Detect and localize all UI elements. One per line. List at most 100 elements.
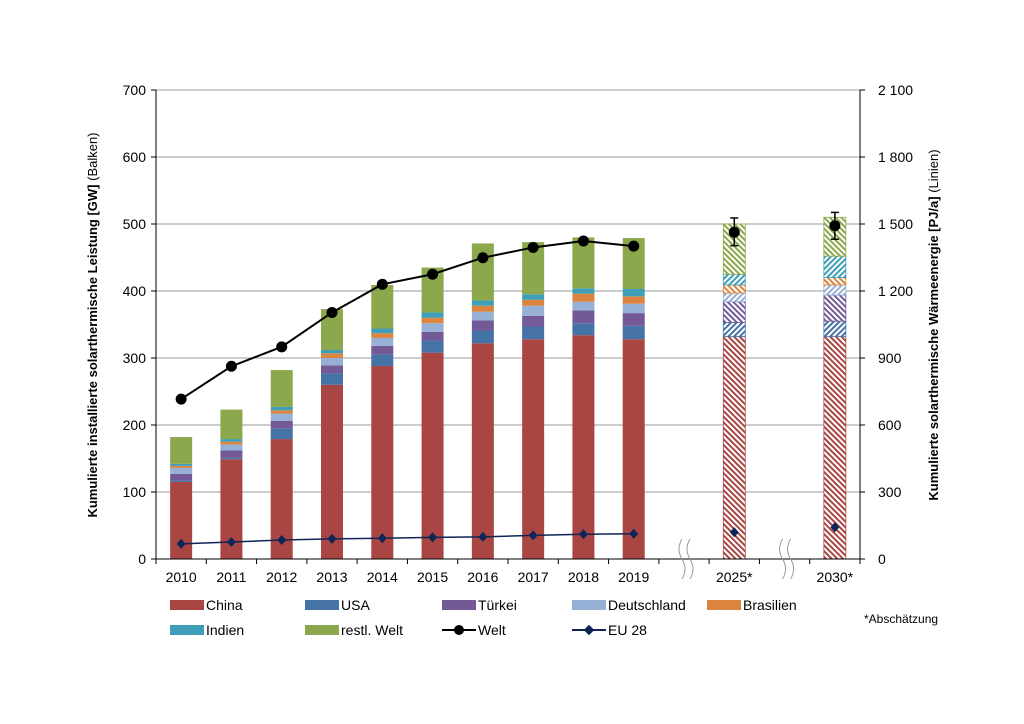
y-left-tick-label: 600 (123, 149, 147, 165)
bar-segment-brasilien (270, 410, 293, 414)
bar-segment-china (321, 384, 343, 559)
legend-usa: USA (305, 597, 370, 613)
axis-break-mark (787, 538, 795, 580)
bar-segment-deutschland (522, 305, 545, 316)
bar-segment-restl-welt (371, 284, 394, 329)
bar-segment-brasilien (823, 277, 847, 286)
bar-segment-usa (421, 340, 444, 353)
data-point-welt (175, 393, 187, 405)
legend-swatch (170, 625, 204, 635)
data-point-welt (225, 360, 237, 372)
x-tick-label: 2015 (417, 569, 448, 585)
bar-segment-indien (270, 406, 293, 411)
y-right-tick-label: 2 100 (878, 82, 913, 98)
legend-label: Welt (478, 622, 506, 638)
y-left-tick-label: 100 (123, 484, 147, 500)
bar-segment-brasilien (471, 305, 494, 312)
bar-segment-china (572, 335, 595, 559)
series-line-eu-28 (181, 533, 634, 545)
bar-segment-t-rkei (622, 313, 645, 326)
x-tick-label: 2013 (316, 569, 347, 585)
bar-segment-t-rkei (321, 365, 343, 374)
x-tick-label: 2025* (716, 569, 753, 585)
bar-segment-china (622, 339, 645, 559)
bars (170, 216, 847, 560)
bar-segment-china (722, 336, 746, 560)
y-right-tick-label: 0 (878, 551, 886, 567)
bar-segment-t-rkei (722, 301, 746, 323)
bar-segment-t-rkei (572, 310, 595, 324)
y-left-tick-label: 200 (123, 417, 147, 433)
bar-segment-usa (722, 322, 746, 337)
legend-swatch (707, 600, 741, 610)
bar-segment-indien (220, 439, 243, 442)
bar-segment-usa (321, 373, 343, 385)
bar-segment-china (421, 352, 444, 559)
legend-label: EU 28 (608, 622, 647, 638)
legend-swatch (305, 625, 339, 635)
bar-segment-brasilien (522, 299, 545, 306)
x-tick-label: 2012 (266, 569, 297, 585)
bar-segment-restl-welt (622, 238, 645, 289)
bar-segment-china (371, 366, 394, 559)
bar-segment-usa (471, 330, 494, 344)
data-point-welt (376, 278, 388, 290)
footnote: *Abschätzung (864, 612, 939, 626)
data-point-welt (326, 306, 338, 318)
bar-segment-t-rkei (421, 331, 444, 341)
bar-segment-usa (622, 325, 645, 340)
data-point-eu28 (176, 538, 186, 549)
data-point-eu28 (226, 537, 236, 548)
bar-segment-indien (572, 288, 595, 294)
data-point-eu28 (578, 529, 588, 540)
bar-segment-deutschland (722, 292, 746, 303)
bar-segment-china (522, 339, 545, 559)
lines (175, 211, 841, 549)
data-point-eu28 (327, 533, 337, 544)
bar-segment-brasilien (421, 317, 444, 324)
legend-label: Deutschland (608, 597, 686, 613)
y-right-tick-label: 600 (878, 417, 902, 433)
legend-label: Indien (206, 622, 245, 638)
bar-segment-restl-welt (220, 409, 243, 440)
bar-segment-indien (371, 328, 394, 334)
legend-label: restl. Welt (341, 622, 403, 638)
bar-segment-usa (270, 428, 293, 440)
legend-swatch (572, 600, 606, 610)
y-right-tick-label: 1 200 (878, 283, 913, 299)
x-tick-label: 2030* (817, 569, 854, 585)
legend-restl-welt: restl. Welt (305, 622, 403, 638)
y-axis-left-title: Kumulierte installierte solarthermische … (85, 132, 100, 517)
data-point-eu28 (277, 535, 287, 546)
bar-segment-t-rkei (823, 294, 847, 322)
y-left-tick-label: 0 (138, 551, 146, 567)
legend-tuerkei: Türkei (442, 597, 517, 613)
legend-swatch (305, 600, 339, 610)
legend-welt: Welt (442, 622, 506, 638)
bar-segment-indien (722, 273, 746, 286)
series-line-welt (180, 239, 634, 400)
axis-break-mark (779, 538, 787, 580)
bar-segment-deutschland (471, 311, 494, 321)
legend-label: USA (341, 597, 370, 613)
bar-segment-t-rkei (471, 320, 494, 331)
legend-line-diamond-icon (572, 624, 606, 636)
legend-indien: Indien (170, 622, 244, 638)
legend-brasilien: Brasilien (707, 597, 797, 613)
legend-swatch (442, 600, 476, 610)
gridlines (156, 89, 860, 493)
bar-segment-deutschland (220, 444, 243, 451)
bar-segment-brasilien (170, 465, 193, 468)
bar-segment-t-rkei (522, 315, 545, 327)
y-left-tick-label: 700 (123, 82, 147, 98)
bar-segment-china (220, 459, 243, 559)
bar-segment-brasilien (572, 293, 595, 302)
bar-segment-china (270, 439, 293, 559)
data-point-eu28 (377, 533, 387, 544)
data-point-welt (628, 240, 640, 252)
bar-segment-deutschland (572, 301, 595, 311)
y-left-tick-label: 400 (123, 283, 147, 299)
data-point-welt (276, 341, 288, 353)
x-tick-label: 2019 (618, 569, 649, 585)
